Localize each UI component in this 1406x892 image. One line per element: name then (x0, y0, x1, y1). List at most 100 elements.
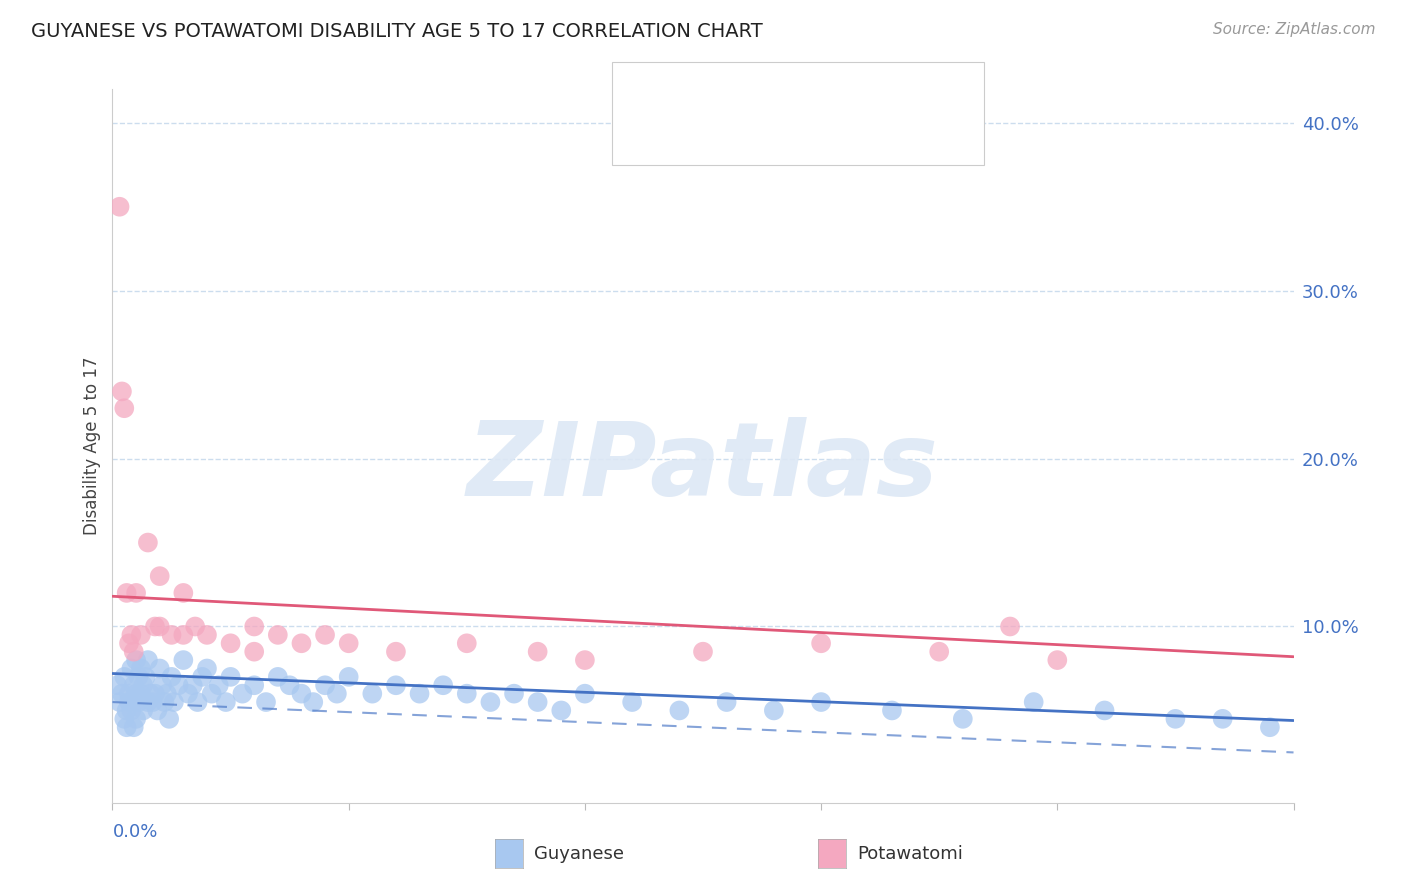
Point (125, 653, 148, 667)
Point (186, 695, 208, 709)
Point (574, 687, 596, 701)
Point (267, 628, 290, 642)
Point (112, 401, 135, 416)
Point (143, 687, 166, 701)
Point (160, 670, 183, 684)
Point (112, 712, 135, 726)
Text: GUYANESE VS POTAWATOMI DISABILITY AGE 5 TO 17 CORRELATION CHART: GUYANESE VS POTAWATOMI DISABILITY AGE 5 … (31, 22, 762, 41)
Point (361, 687, 384, 701)
Point (195, 661, 218, 675)
Point (132, 678, 155, 692)
Point (503, 687, 526, 701)
Point (177, 687, 200, 701)
Point (928, 645, 950, 659)
Text: R =  -0.142   N = 79: R = -0.142 N = 79 (679, 78, 897, 96)
Point (125, 712, 148, 726)
Text: Potawatomi: Potawatomi (858, 845, 963, 863)
Point (668, 703, 690, 717)
Point (163, 695, 186, 709)
Point (105, 678, 128, 692)
Point (118, 636, 141, 650)
Point (692, 645, 714, 659)
Point (526, 695, 548, 709)
Point (314, 678, 336, 692)
Point (550, 703, 572, 717)
Point (111, 687, 134, 701)
Point (122, 720, 145, 734)
Point (243, 619, 266, 633)
Point (337, 636, 360, 650)
Point (385, 678, 408, 692)
Point (526, 645, 548, 659)
Point (191, 670, 214, 684)
Y-axis label: Disability Age 5 to 17: Disability Age 5 to 17 (83, 357, 101, 535)
Point (181, 678, 204, 692)
Point (716, 695, 738, 709)
Point (810, 636, 832, 650)
Point (149, 619, 172, 633)
Point (172, 628, 194, 642)
Point (208, 678, 231, 692)
Point (136, 653, 159, 667)
Point (184, 619, 207, 633)
Point (1094, 703, 1116, 717)
Point (111, 384, 134, 399)
Point (1258, 720, 1281, 734)
Point (120, 628, 142, 642)
Point (880, 703, 903, 717)
Point (153, 695, 176, 709)
Point (149, 661, 172, 675)
Point (432, 678, 454, 692)
Point (143, 619, 166, 633)
Point (574, 653, 596, 667)
Point (136, 695, 159, 709)
Point (108, 695, 131, 709)
Text: 0.0%: 0.0% (112, 822, 157, 841)
Point (1164, 712, 1187, 726)
Point (118, 695, 141, 709)
Point (150, 678, 173, 692)
Point (219, 636, 242, 650)
Point (479, 695, 502, 709)
Point (167, 678, 190, 692)
Point (456, 636, 478, 650)
Point (1022, 695, 1045, 709)
Point (243, 678, 266, 692)
Point (132, 703, 155, 717)
Point (762, 703, 785, 717)
Point (122, 645, 145, 659)
Text: ZIPatlas: ZIPatlas (467, 417, 939, 518)
Point (201, 687, 224, 701)
Point (314, 628, 336, 642)
Point (337, 670, 360, 684)
Point (129, 661, 152, 675)
Point (952, 712, 974, 726)
Point (621, 695, 644, 709)
Point (129, 628, 152, 642)
Point (456, 687, 478, 701)
Point (326, 687, 349, 701)
Point (302, 695, 325, 709)
Point (135, 670, 157, 684)
Point (160, 628, 183, 642)
Point (243, 645, 266, 659)
Point (149, 569, 172, 583)
Point (219, 670, 242, 684)
Point (254, 695, 277, 709)
Point (278, 678, 301, 692)
Point (146, 703, 169, 717)
Point (127, 695, 149, 709)
Point (1046, 653, 1069, 667)
Point (125, 586, 148, 600)
Point (125, 687, 148, 701)
Point (408, 687, 430, 701)
Text: Source: ZipAtlas.com: Source: ZipAtlas.com (1212, 22, 1375, 37)
Point (290, 687, 312, 701)
Point (195, 628, 218, 642)
Point (267, 670, 290, 684)
Point (385, 645, 408, 659)
Point (1212, 712, 1234, 726)
Point (118, 687, 141, 701)
Point (108, 200, 131, 214)
Point (172, 653, 194, 667)
